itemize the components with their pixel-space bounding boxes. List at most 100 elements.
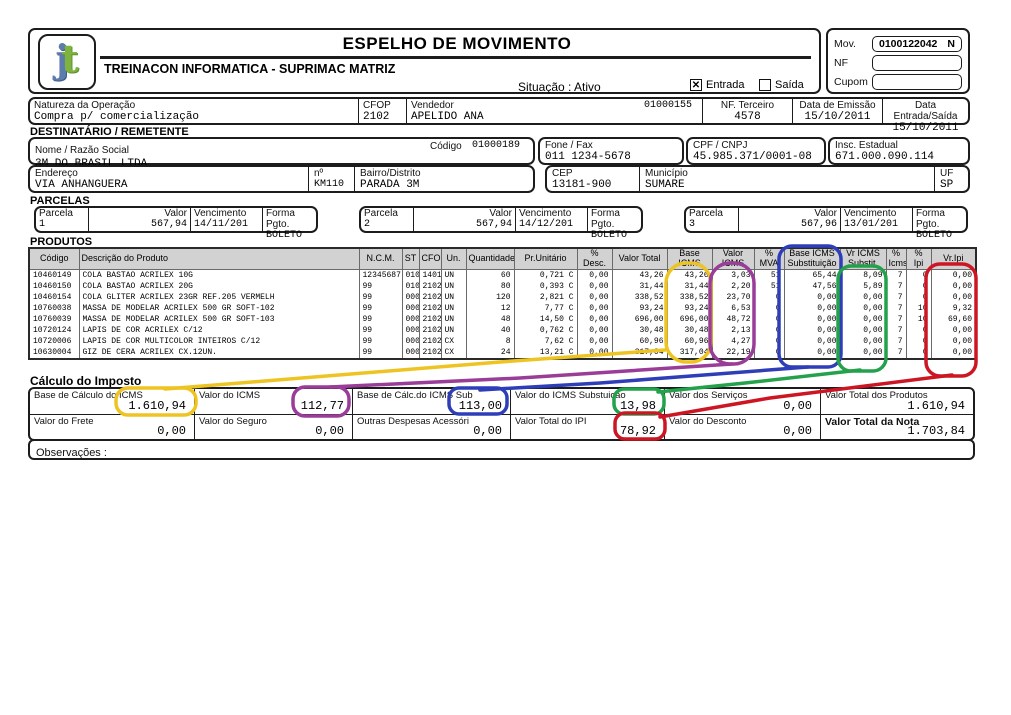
- table-cell: 0,00: [839, 313, 887, 325]
- table-cell: GIZ DE CERA ACRILEX CX.12UN.: [78, 346, 360, 359]
- table-cell: 47,56: [783, 280, 841, 292]
- table-cell: 30,48: [666, 324, 713, 336]
- table-cell: 000: [401, 302, 420, 314]
- table-cell: 0: [905, 346, 932, 359]
- numero-label: nº: [314, 168, 324, 179]
- observacoes-box: Observações :: [28, 439, 975, 460]
- table-cell: 10720124: [28, 324, 80, 336]
- municipio-value: SUMARE: [645, 179, 685, 191]
- codigo-value: 01000189: [472, 140, 521, 151]
- table-cell: 010: [401, 280, 420, 292]
- table-cell: 99: [358, 324, 403, 336]
- table-cell: 0,00: [839, 335, 887, 347]
- valor-frete-value: 0,00: [157, 424, 186, 438]
- table-cell: 10760039: [28, 313, 80, 325]
- table-cell: 0,721 C: [513, 269, 578, 281]
- table-cell: 99: [358, 280, 403, 292]
- table-cell: 60,96: [611, 335, 668, 347]
- table-cell: 10: [905, 313, 932, 325]
- saida-checkbox[interactable]: [759, 79, 771, 91]
- valor-total-nota-cell: Valor Total da Nota 1.703,84: [820, 415, 973, 439]
- table-cell: 7: [885, 302, 907, 314]
- entrada-checkbox-group: ✕ Entrada: [690, 79, 745, 91]
- table-cell: 40: [465, 324, 515, 336]
- vendedor-label: Vendedor: [411, 100, 454, 111]
- produtos-column-header: Vr ICMS Substit.: [839, 247, 887, 270]
- table-cell: 0,00: [783, 335, 841, 347]
- table-row: 10720006 LAPIS DE COR MULTICOLOR INTEIROS…: [28, 335, 977, 347]
- table-row: 10460150 COLA BASTAO ACRILEX 20G 99 010 2102…: [28, 280, 977, 292]
- table-cell: 0,00: [930, 280, 977, 292]
- company-name: TREINACON INFORMATICA - SUPRIMAC MATRIZ: [104, 62, 396, 76]
- table-cell: 0,00: [783, 324, 841, 336]
- produtos-column-header: Base ICMS Substituição: [783, 247, 841, 270]
- cupom-field[interactable]: [872, 73, 962, 90]
- natureza-label: Natureza da Operação: [34, 100, 136, 111]
- parcela-box-1: Parcela 1 Valor 567,94 Vencimento 14/11/201…: [34, 206, 318, 241]
- table-cell: 2102: [418, 335, 442, 347]
- table-cell: 8,09: [839, 269, 887, 281]
- parcela-header: Parcela: [689, 208, 723, 219]
- fone-label: Fone / Fax: [545, 140, 593, 151]
- table-cell: 0,00: [576, 302, 613, 314]
- mov-flag: N: [947, 37, 955, 50]
- table-cell: 0,00: [783, 313, 841, 325]
- nf-field[interactable]: [872, 54, 962, 71]
- table-cell: 696,00: [611, 313, 668, 325]
- table-cell: 43,26: [666, 269, 713, 281]
- parcela-header: Parcela: [39, 208, 73, 219]
- forma-pgto-header: Forma Pgto.: [916, 208, 945, 230]
- table-cell: 5,89: [839, 280, 887, 292]
- data-entrada-saida-label: Data Entrada/Saída: [893, 100, 958, 122]
- table-cell: 2,20: [711, 280, 755, 292]
- uf-value: SP: [940, 179, 954, 191]
- vendedor-value: APELIDO ANA: [411, 111, 484, 123]
- table-cell: 2,821 C: [513, 291, 578, 303]
- table-cell: 14,50 C: [513, 313, 578, 325]
- table-cell: 338,52: [666, 291, 713, 303]
- valor-seguro-cell: Valor do Seguro 0,00: [194, 415, 352, 439]
- cfop-value: 2102: [363, 111, 390, 123]
- table-cell: 317,04: [666, 346, 713, 359]
- table-cell: COLA GLITER ACRILEX 23GR REF.205 VERMELH: [78, 291, 360, 303]
- parcela-valor: 567,96: [800, 219, 837, 230]
- saida-label: Saída: [775, 79, 804, 91]
- table-cell: 69,60: [930, 313, 977, 325]
- table-cell: 0,00: [576, 291, 613, 303]
- table-cell: UN: [440, 269, 467, 281]
- bairro-value: PARADA 3M: [360, 179, 420, 191]
- produtos-column-header: % Ipi: [905, 247, 932, 270]
- produtos-column-header: Valor ICMS: [711, 247, 755, 270]
- outras-despesas-value: 0,00: [473, 424, 502, 438]
- table-cell: CX: [440, 335, 467, 347]
- nome-label: Nome / Razão Social: [35, 145, 129, 156]
- produtos-column-header: % Desc.: [576, 247, 613, 270]
- valor-icms-value: 112,77: [300, 399, 344, 413]
- mov-field[interactable]: 0100122042 N: [872, 35, 962, 52]
- table-cell: 7,62 C: [513, 335, 578, 347]
- table-cell: 0,00: [783, 291, 841, 303]
- vencimento-header: Vencimento: [844, 208, 897, 219]
- data-entrada-saida-cell: Data Entrada/Saída 15/10/2011: [882, 99, 968, 134]
- table-cell: 317,04: [611, 346, 668, 359]
- table-cell: 10460154: [28, 291, 80, 303]
- base-calc-icms-sub-value: 113,00: [458, 399, 502, 413]
- vencimento-header: Vencimento: [519, 208, 572, 219]
- table-cell: 31,44: [611, 280, 668, 292]
- table-cell: 12: [465, 302, 515, 314]
- natureza-operacao-cell: Natureza da Operação Compra p/ comercial…: [30, 99, 358, 123]
- table-cell: 2102: [418, 346, 442, 359]
- mov-label: Mov.: [834, 37, 856, 50]
- table-cell: 0,00: [576, 324, 613, 336]
- valor-header: Valor: [164, 208, 187, 219]
- table-cell: 48: [465, 313, 515, 325]
- table-cell: 0,00: [930, 269, 977, 281]
- operation-row: Natureza da Operação Compra p/ comercial…: [28, 97, 970, 134]
- table-cell: 0,00: [839, 346, 887, 359]
- parcela-vencimento: 13/01/201: [844, 219, 899, 230]
- table-cell: 0: [905, 291, 932, 303]
- endereco-value: VIA ANHANGUERA: [35, 179, 128, 191]
- entrada-checkbox[interactable]: ✕: [690, 79, 702, 91]
- table-cell: MASSA DE MODELAR ACRILEX 500 GR SOFT-102: [78, 302, 360, 314]
